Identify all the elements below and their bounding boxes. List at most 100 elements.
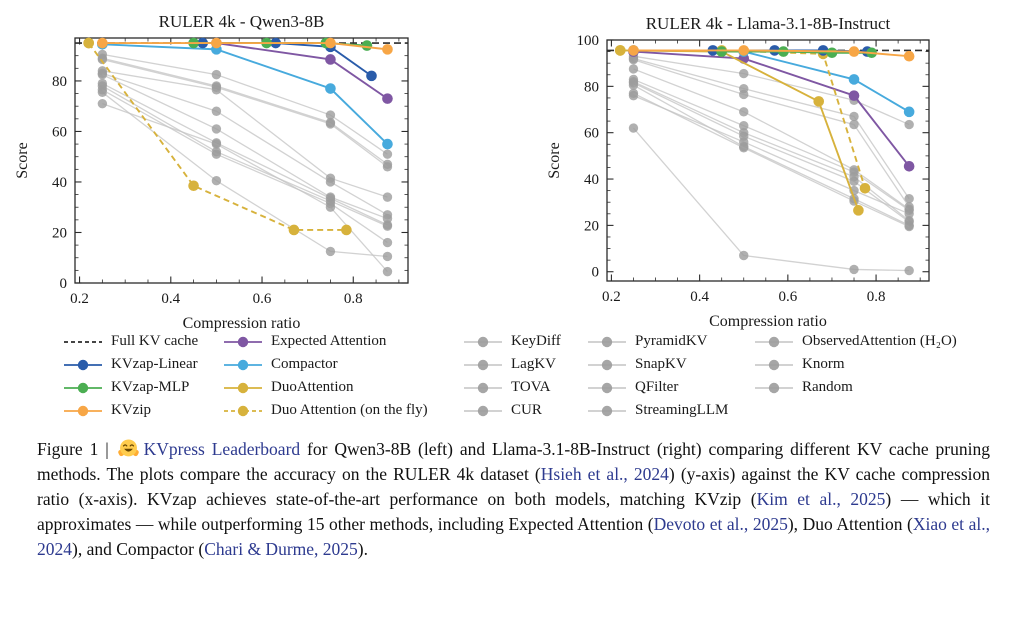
x-axis-label: Compression ratio bbox=[183, 315, 301, 332]
legend-item-full-kv-cache: Full KV cache bbox=[64, 330, 198, 353]
series-line-snapkv bbox=[633, 81, 910, 222]
y-tick-label: 60 bbox=[584, 126, 599, 142]
series-marker-pyramidkv bbox=[325, 177, 336, 187]
series-marker-kvzip bbox=[382, 44, 393, 55]
caption-text: for Qwen3-8B (left) and Llama-3.1-8B-Ins… bbox=[37, 439, 990, 485]
legend-item-label: ObservedAttention (H₂O) bbox=[802, 333, 957, 349]
series-marker-tova bbox=[97, 54, 108, 65]
hugging-face-emoji-icon bbox=[117, 439, 139, 457]
citation-link-hsieh-et-al-2024[interactable]: Hsieh et al., 2024 bbox=[540, 464, 669, 485]
series-marker-random bbox=[849, 264, 859, 275]
x-axis-label: Compression ratio bbox=[709, 313, 827, 330]
series-line-pyramidkv bbox=[633, 78, 910, 211]
legend-item-label: KVzip bbox=[111, 402, 151, 418]
series-marker-random bbox=[739, 250, 749, 261]
series-marker-pyramidkv bbox=[211, 106, 222, 116]
series-marker-qfilter bbox=[849, 176, 859, 187]
series-marker-cur bbox=[211, 85, 222, 95]
y-tick-label: 80 bbox=[52, 74, 67, 90]
legend-marker-icon bbox=[464, 382, 502, 393]
legend-item-label: KVzap-Linear bbox=[111, 356, 198, 372]
series-marker-knorm bbox=[628, 88, 639, 98]
series-marker-keydiff bbox=[325, 110, 336, 120]
legend-item-lagkv: LagKV bbox=[464, 353, 561, 376]
series-marker-kvzap-linear bbox=[366, 70, 377, 82]
series-line-knorm bbox=[633, 92, 910, 228]
legend-item-kvzap-mlp: KVzap-MLP bbox=[64, 376, 198, 399]
caption-text: ), Duo Attention ( bbox=[787, 514, 913, 535]
chart-title: RULER 4k - Llama-3.1-8B-Instruct bbox=[646, 14, 891, 33]
series-marker-keydiff bbox=[739, 68, 749, 79]
figure-caption: Figure 1 | KVpress Leaderboard for Qwen3… bbox=[37, 437, 990, 562]
x-tick-label: 0.6 bbox=[778, 289, 797, 305]
citation-link-devoto-et-al-2025[interactable]: Devoto et al., 2025 bbox=[653, 514, 788, 535]
series-marker-expected-attention bbox=[848, 90, 860, 101]
legend-marker-icon bbox=[64, 405, 102, 416]
series-marker-duo-attention-on-the-fly bbox=[188, 180, 199, 192]
caption-text: Figure 1 | bbox=[37, 439, 116, 459]
series-marker-random bbox=[325, 202, 336, 212]
legend-item-tova: TOVA bbox=[464, 376, 561, 399]
series-marker-cur bbox=[628, 64, 639, 74]
series-line-streamingllm bbox=[101, 91, 388, 258]
legend-marker-icon bbox=[464, 405, 502, 416]
legend-item-label: StreamingLLM bbox=[635, 402, 729, 418]
legend-item-duoattention: DuoAttention bbox=[224, 376, 428, 399]
y-axis-label: Score bbox=[546, 142, 563, 178]
legend-item-label: TOVA bbox=[511, 379, 551, 395]
citation-link-chari-durme-2025[interactable]: Chari & Durme, 2025 bbox=[204, 539, 358, 560]
series-marker-observedattention-h-o bbox=[628, 80, 639, 90]
citation-link-kvpress-leaderboard[interactable]: KVpress Leaderboard bbox=[143, 439, 301, 459]
series-line-cur bbox=[633, 68, 910, 210]
series-marker-duo-attention-on-the-fly bbox=[859, 183, 871, 194]
plot-border bbox=[606, 39, 930, 282]
x-tick-label: 0.6 bbox=[253, 291, 272, 307]
x-tick-label: 0.4 bbox=[690, 289, 709, 305]
legend-marker-icon bbox=[755, 382, 793, 393]
legend-item-streamingllm: StreamingLLM bbox=[588, 399, 728, 422]
y-tick-label: 20 bbox=[584, 218, 599, 234]
y-axis-label: Score bbox=[14, 142, 31, 178]
legend-marker-icon bbox=[588, 405, 626, 416]
y-tick-label: 80 bbox=[584, 79, 599, 95]
citation-link-xiao-et-al-2024[interactable]: Xiao et al., 2024 bbox=[37, 514, 990, 560]
caption-text: ) — which it approximates — while outper… bbox=[37, 489, 990, 535]
legend-item-compactor: Compactor bbox=[224, 353, 428, 376]
series-marker-keydiff bbox=[904, 119, 914, 130]
legend-item-label: CUR bbox=[511, 402, 542, 418]
series-marker-expected-attention bbox=[382, 93, 393, 104]
series-line-cur bbox=[102, 70, 388, 198]
x-tick-label: 0.2 bbox=[602, 289, 621, 305]
legend-item-label: KVzap-MLP bbox=[111, 379, 190, 395]
series-line-kvzip bbox=[633, 49, 910, 58]
series-marker-kvzip bbox=[903, 50, 915, 62]
x-tick-label: 0.8 bbox=[344, 291, 363, 307]
series-marker-observedattention-h-o bbox=[382, 221, 393, 231]
legend-item-expected-attention: Expected Attention bbox=[224, 330, 428, 353]
series-marker-knorm bbox=[382, 237, 393, 248]
legend-item-snapkv: SnapKV bbox=[588, 353, 728, 376]
series-line-streamingllm bbox=[633, 95, 910, 215]
series-marker-tova bbox=[849, 119, 859, 130]
series-marker-cur bbox=[739, 107, 749, 117]
legend-marker-icon bbox=[64, 382, 102, 393]
legend-marker-icon bbox=[588, 336, 626, 347]
legend-item-label: QFilter bbox=[635, 379, 679, 395]
series-marker-streamingllm bbox=[904, 209, 914, 219]
citation-link-kim-et-al-2025[interactable]: Kim et al., 2025 bbox=[756, 489, 886, 510]
series-marker-compactor bbox=[903, 106, 915, 118]
plot-border bbox=[74, 37, 409, 284]
series-marker-duo-attention-on-the-fly bbox=[341, 224, 352, 236]
series-line-compactor bbox=[102, 43, 389, 145]
series-marker-tova bbox=[382, 162, 393, 172]
legend-item-random: Random bbox=[755, 376, 957, 399]
caption-text: ). bbox=[357, 539, 368, 560]
y-tick-label: 20 bbox=[52, 225, 67, 241]
series-marker-kvzap-mlp bbox=[826, 47, 838, 59]
series-line-kvzip bbox=[102, 42, 388, 51]
series-marker-compactor bbox=[848, 74, 860, 85]
legend-marker-icon bbox=[224, 359, 262, 370]
series-line-tova bbox=[102, 58, 388, 168]
series-marker-compactor bbox=[325, 83, 336, 94]
